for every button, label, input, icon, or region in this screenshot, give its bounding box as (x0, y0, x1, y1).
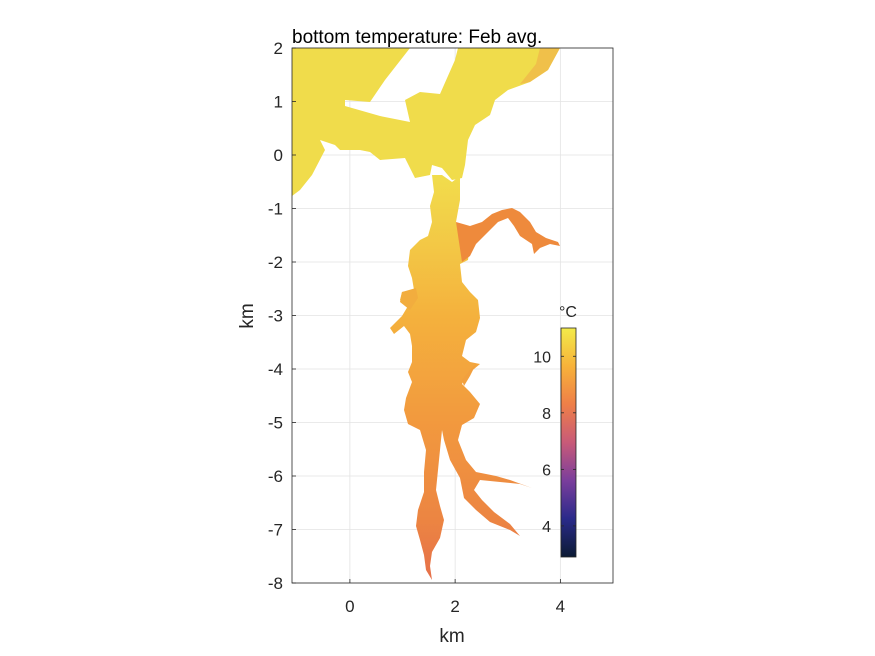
colorbar-label: °C (559, 304, 577, 321)
y-tick-label: 2 (274, 39, 283, 58)
colorbar-tick-label: 6 (542, 462, 551, 479)
chart-title: bottom temperature: Feb avg. (292, 27, 542, 48)
open-water-region (292, 48, 560, 196)
west-inlet (400, 288, 418, 310)
open-water-east-edge (520, 48, 560, 84)
y-tick-label: -3 (268, 307, 283, 326)
y-tick-label: -8 (268, 574, 283, 593)
main-channel (390, 175, 532, 580)
y-tick-label: -6 (268, 467, 283, 486)
colorbar-tick-label: 4 (542, 519, 551, 536)
y-tick-label: -7 (268, 521, 283, 540)
y-tick-label: 1 (274, 93, 283, 112)
y-tick-label: -5 (268, 414, 283, 433)
y-tick-label: -2 (268, 253, 283, 272)
y-tick-label: -4 (268, 360, 283, 379)
y-tick-label: 0 (274, 146, 283, 165)
colorbar-tick-label: 10 (533, 349, 551, 366)
southeast-inlet (462, 364, 476, 386)
northeast-tributary (456, 208, 560, 262)
colorbar: °C 4 6 8 10 (533, 304, 577, 558)
temperature-field (292, 48, 560, 580)
y-axis-label: km (237, 303, 258, 328)
x-tick-label: 2 (450, 597, 459, 616)
colorbar-ticks: 4 6 8 10 (533, 349, 576, 536)
colorbar-scale (560, 327, 577, 558)
colorbar-tick-label: 8 (542, 406, 551, 423)
x-tick-label: 0 (345, 597, 354, 616)
x-axis-label: km (439, 626, 464, 647)
y-tick-label: -1 (268, 200, 283, 219)
axis-ticks: 210-1-2-3-4-5-6-7-80 2 4 (268, 39, 565, 616)
x-tick-label: 4 (556, 597, 565, 616)
